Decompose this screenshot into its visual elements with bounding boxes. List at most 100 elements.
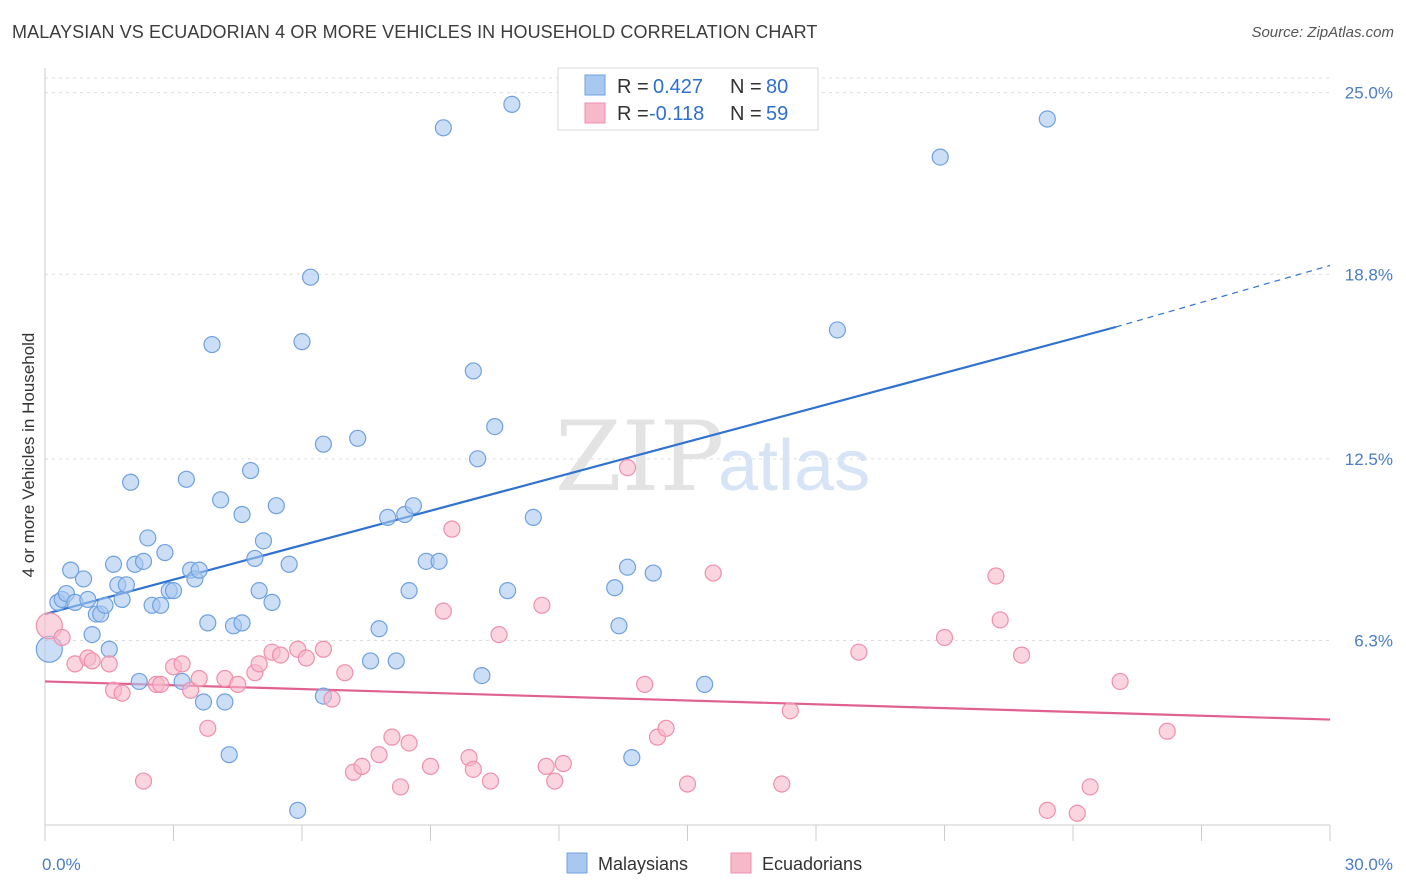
point-ecuadorian-61 [1158, 722, 1176, 740]
point-ecuadorian-15 [199, 719, 217, 737]
point-malaysian-21 [152, 596, 170, 614]
data-points [35, 95, 1176, 822]
point-malaysian-37 [233, 614, 251, 632]
point-ecuadorian-54 [987, 567, 1005, 585]
watermark-atlas: atlas [718, 426, 870, 506]
point-ecuadorian-17 [229, 675, 247, 693]
point-ecuadorian-41 [537, 757, 555, 776]
point-malaysian-18 [134, 552, 153, 570]
point-malaysian-73 [644, 564, 662, 582]
bottom-legend-ecuadorians: Ecuadorians [762, 854, 862, 874]
point-ecuadorian-5 [100, 655, 118, 673]
point-ecuadorian-44 [618, 459, 637, 477]
point-malaysian-44 [267, 497, 285, 515]
bottom-legend-malaysians: Malaysians [598, 854, 688, 874]
point-malaysian-32 [203, 335, 221, 354]
point-malaysian-70 [610, 617, 628, 635]
watermark: ZIP atlas [555, 401, 870, 513]
point-malaysian-48 [301, 268, 320, 286]
point-malaysian-12 [104, 555, 123, 573]
legend-n-value-1: 80 [766, 76, 788, 98]
point-malaysian-72 [623, 749, 641, 767]
point-ecuadorian-21 [271, 646, 290, 664]
x-tick-label-1: 30.0% [1345, 855, 1393, 874]
trend-lines [44, 264, 1331, 721]
point-ecuadorian-13 [182, 681, 200, 699]
point-ecuadorian-48 [678, 775, 697, 793]
legend-n-label-1: N = [730, 76, 762, 98]
point-malaysian-40 [246, 549, 264, 568]
point-malaysian-52 [361, 652, 380, 670]
point-ecuadorian-8 [134, 772, 153, 790]
point-malaysian-16 [122, 473, 140, 491]
point-ecuadorian-4 [83, 652, 101, 670]
point-ecuadorian-45 [636, 675, 654, 693]
point-malaysian-41 [250, 582, 268, 600]
point-malaysian-77 [1038, 110, 1056, 128]
point-malaysian-64 [473, 666, 491, 685]
point-malaysian-55 [387, 652, 405, 670]
source-label: Source: ZipAtlas.com [1251, 24, 1394, 41]
point-malaysian-69 [606, 579, 624, 597]
bottom-legend-swatch-ecuadorians [730, 852, 752, 874]
y-tick-label-0: 6.3% [1354, 631, 1393, 650]
bottom-legend: Malaysians Ecuadorians [566, 852, 862, 874]
tick-labels: 6.3% 12.5% 18.8% 25.0% 0.0% 30.0% [42, 84, 1393, 874]
point-malaysian-53 [370, 620, 388, 638]
point-malaysian-7 [79, 590, 97, 609]
point-malaysian-30 [194, 693, 213, 711]
point-ecuadorian-23 [297, 649, 315, 667]
point-ecuadorian-51 [781, 702, 799, 720]
point-ecuadorian-35 [443, 520, 461, 538]
point-malaysian-42 [254, 532, 273, 550]
point-ecuadorian-14 [190, 669, 208, 688]
legend-n-value-2: 59 [766, 103, 788, 125]
watermark-zip: ZIP [555, 401, 724, 513]
axes [44, 68, 1331, 841]
point-ecuadorian-57 [1038, 801, 1056, 819]
trend-extension-malaysians [1115, 264, 1331, 328]
point-malaysian-35 [220, 746, 238, 764]
legend-swatch-ecuadorians [584, 102, 606, 124]
point-malaysian-50 [314, 435, 333, 453]
point-malaysian-62 [464, 362, 482, 380]
point-ecuadorian-30 [383, 728, 401, 746]
point-ecuadorian-56 [1012, 646, 1031, 664]
point-ecuadorian-55 [991, 611, 1009, 629]
point-malaysian-76 [931, 148, 949, 166]
point-ecuadorian-38 [481, 772, 500, 790]
trend-line-ecuadorians [44, 680, 1331, 721]
point-ecuadorian-39 [490, 625, 508, 644]
point-ecuadorian-25 [323, 690, 341, 708]
y-tick-label-1: 12.5% [1345, 450, 1393, 469]
point-malaysian-22 [156, 543, 174, 562]
point-ecuadorian-33 [421, 757, 440, 776]
legend-n-label-2: N = [730, 103, 762, 125]
point-ecuadorian-10 [152, 675, 170, 693]
point-ecuadorian-1 [53, 628, 71, 647]
point-malaysian-57 [400, 582, 418, 600]
point-malaysian-66 [499, 582, 517, 600]
point-malaysian-31 [199, 614, 217, 632]
point-ecuadorian-42 [546, 772, 564, 790]
point-ecuadorian-32 [400, 734, 418, 752]
point-ecuadorian-37 [464, 760, 482, 778]
point-ecuadorian-34 [434, 602, 452, 620]
legend-swatch-malaysians [584, 74, 606, 96]
point-ecuadorian-60 [1111, 672, 1129, 691]
point-ecuadorian-43 [554, 754, 572, 773]
legend-box: R = 0.427 N = 80 R = -0.118 N = 59 [557, 67, 819, 131]
point-ecuadorian-59 [1081, 778, 1099, 796]
legend-r-value-1: 0.427 [653, 76, 703, 98]
point-ecuadorian-28 [353, 757, 371, 776]
legend-r-label-1: R = [617, 76, 649, 98]
point-malaysian-4 [62, 561, 80, 579]
point-malaysian-8 [83, 625, 101, 644]
point-ecuadorian-29 [370, 746, 388, 764]
point-malaysian-33 [212, 491, 230, 509]
point-malaysian-19 [139, 529, 157, 547]
point-malaysian-79 [130, 672, 148, 691]
point-ecuadorian-24 [314, 640, 333, 658]
point-malaysian-29 [190, 561, 208, 579]
point-malaysian-6 [74, 570, 93, 588]
